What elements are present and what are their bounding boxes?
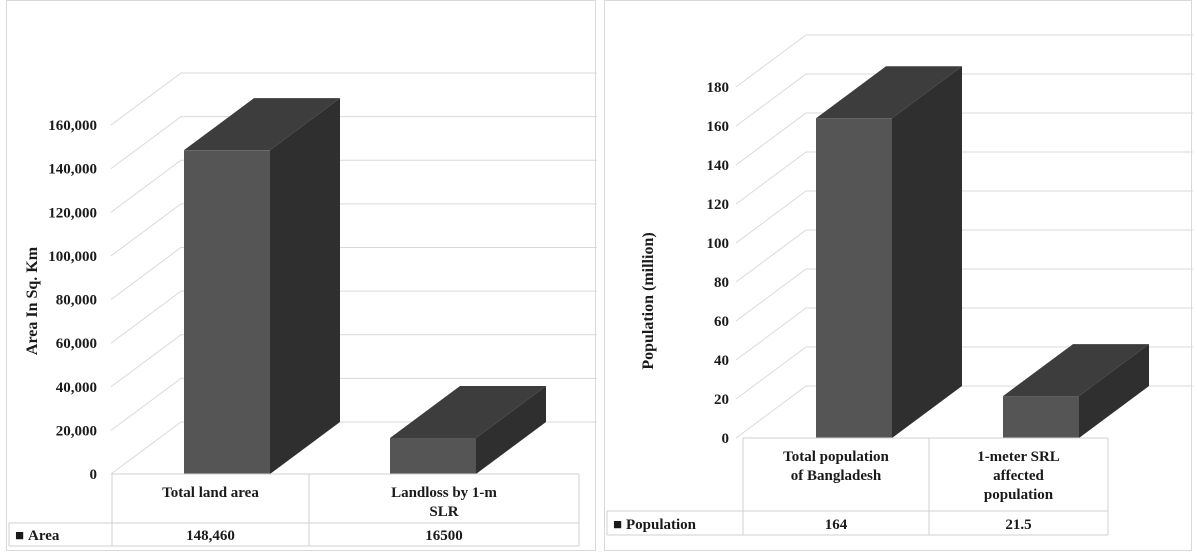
bar: [390, 438, 476, 474]
gridline: [110, 72, 597, 126]
y-tick-label: 80,000: [56, 293, 97, 309]
chart-area-panel: 0 20,000 40,000 60,000 80,000 100,000 120,000 1…: [6, 0, 597, 551]
y-tick-label: 0: [722, 431, 730, 447]
gridline: [735, 151, 1193, 205]
bar-top: [184, 98, 340, 151]
gridline: [110, 116, 597, 170]
gridline: [110, 290, 597, 344]
gridline: [735, 268, 1193, 322]
category-label: Total population: [783, 449, 889, 465]
bar-top: [816, 66, 962, 119]
chart-population-panel: 0 20 40 60 80 100 120 140 160 180 Population (mill…: [604, 0, 1193, 551]
y-tick-label: 140: [707, 158, 730, 174]
y-tick-label: 100,000: [48, 249, 97, 265]
y-tick-label: 60: [714, 314, 729, 330]
category-label: affected: [993, 468, 1044, 484]
gridline: [735, 112, 1193, 166]
gridline: [735, 190, 1193, 244]
category-label: of Bangladesh: [791, 468, 882, 484]
category-label: Total land area: [162, 485, 259, 501]
bar-side: [892, 66, 962, 438]
legend-series-name: Area: [28, 528, 60, 544]
y-tick-label: 180: [707, 80, 730, 96]
population-chart-svg: 0 20 40 60 80 100 120 140 160 180 Population (mill…: [606, 34, 1193, 536]
category-label: SLR: [429, 504, 458, 520]
y-axis-label: Population (million): [640, 232, 657, 369]
y-tick-label: 80: [714, 275, 729, 291]
bar: [816, 118, 892, 438]
y-tick-label: 100: [707, 236, 730, 252]
bar-side: [270, 98, 340, 474]
legend-marker-icon: ■: [613, 517, 622, 533]
y-tick-label: 20: [714, 392, 729, 408]
bar-side: [1079, 344, 1149, 438]
table-value: 148,460: [186, 528, 235, 544]
y-tick-label: 60,000: [56, 336, 97, 352]
bar-side: [476, 386, 546, 474]
table-value: 21.5: [1005, 517, 1031, 533]
bar: [184, 150, 270, 474]
table-value: 16500: [425, 528, 463, 544]
gridline: [110, 247, 597, 300]
gridline: [735, 307, 1193, 361]
bar: [1003, 396, 1079, 438]
category-label: population: [984, 487, 1054, 503]
gridline: [735, 34, 1193, 88]
y-tick-label: 160,000: [48, 118, 97, 134]
gridline: [110, 377, 597, 431]
y-tick-label: 40: [714, 353, 729, 369]
y-tick-label: 120,000: [48, 205, 97, 221]
y-tick-label: 140,000: [48, 162, 97, 178]
legend-marker-icon: ■: [15, 528, 24, 544]
gridline: [110, 203, 597, 257]
y-tick-label: 0: [90, 467, 98, 483]
bar-top: [390, 386, 546, 439]
gridline: [735, 229, 1193, 283]
y-axis-label: Area In Sq. Km: [24, 246, 41, 355]
table-value: 164: [825, 517, 848, 533]
gridline: [110, 334, 597, 388]
gridline: [110, 159, 597, 213]
category-label: Landloss by 1-m: [391, 485, 497, 501]
y-tick-label: 40,000: [56, 380, 97, 396]
legend-series-name: Population: [626, 517, 697, 533]
y-tick-label: 160: [707, 119, 730, 135]
area-chart-svg: 0 20,000 40,000 60,000 80,000 100,000 120,000 1…: [8, 72, 597, 547]
bar-top: [1003, 344, 1149, 397]
y-tick-label: 20,000: [56, 423, 97, 439]
gridline: [735, 73, 1193, 127]
category-label: 1-meter SRL: [977, 449, 1060, 465]
y-tick-label: 120: [707, 197, 730, 213]
